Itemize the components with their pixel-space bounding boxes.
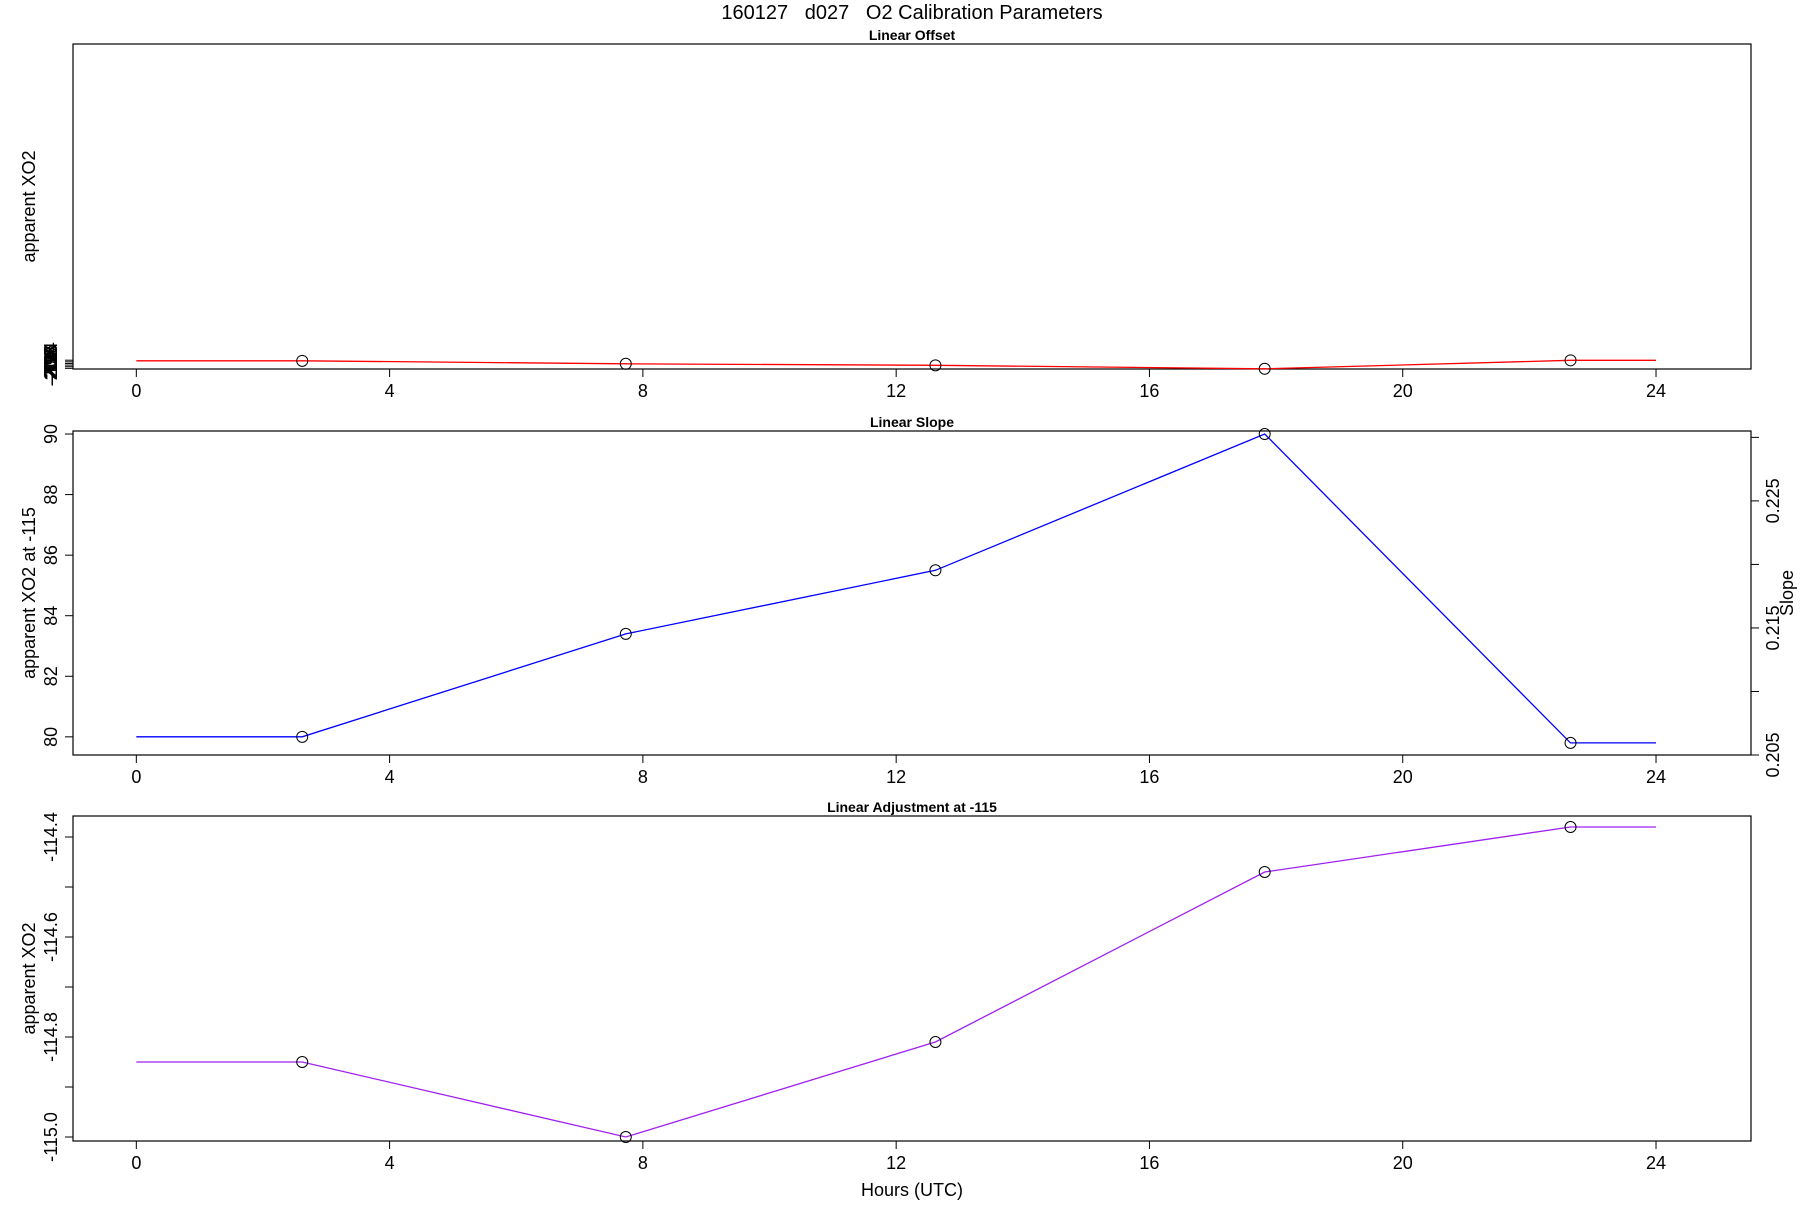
- series-line: [136, 359, 1656, 370]
- y-axis-label: apparent XO2 at -115: [19, 507, 39, 679]
- x-tick-label: 20: [1393, 381, 1413, 401]
- x-tick-label: 24: [1646, 381, 1666, 401]
- x-tick-label: 16: [1139, 1153, 1159, 1173]
- x-tick-label: 8: [638, 1153, 648, 1173]
- x-tick-label: 8: [638, 381, 648, 401]
- plot-frame: [72, 815, 1752, 1142]
- right-y-tick-label: 0.215: [1763, 605, 1783, 650]
- y-tick-label: 84: [41, 606, 61, 626]
- y-tick-label: -114.6: [41, 912, 61, 962]
- x-tick-label: 16: [1139, 381, 1159, 401]
- data-point-marker: [1564, 354, 1577, 367]
- chart-panel-1: Linear Offset 0 4 8 12 16 20 24 -204-202-200-198…: [19, 27, 1752, 401]
- series-line: [136, 433, 1656, 744]
- data-point-marker: [619, 357, 632, 370]
- x-tick-label: 4: [385, 767, 395, 787]
- x-tick-label: 12: [886, 381, 906, 401]
- x-axis-label: Hours (UTC): [861, 1180, 963, 1200]
- y-tick-label: -200: [41, 347, 61, 383]
- right-y-tick-label: 0.205: [1763, 732, 1783, 777]
- y-tick-label: -196: [41, 344, 61, 380]
- data-point-marker: [619, 1131, 632, 1143]
- series-line: [136, 826, 1656, 1138]
- data-point-marker: [296, 1056, 309, 1068]
- data-point-marker: [929, 1036, 942, 1048]
- y-tick-label: 88: [41, 485, 61, 505]
- x-tick-label: 4: [385, 1153, 395, 1173]
- data-point-marker: [1258, 866, 1271, 878]
- data-point-marker: [929, 359, 942, 372]
- figure-title: 160127 d027 O2 Calibration Parameters: [721, 2, 1102, 24]
- y-tick-label: 86: [41, 545, 61, 565]
- chart-panels: Linear Offset 0 4 8 12 16 20 24 -204-202-200-198…: [19, 27, 1797, 1173]
- right-y-axis-label: Slope: [1777, 570, 1797, 616]
- y-tick-label: -204: [41, 350, 61, 386]
- y-tick-label: 80: [41, 727, 61, 747]
- y-tick-label: -194: [41, 342, 61, 378]
- x-tick-label: 20: [1393, 1153, 1413, 1173]
- data-point-marker: [1258, 362, 1271, 375]
- x-tick-label: 0: [131, 767, 141, 787]
- data-point-marker: [1564, 736, 1577, 749]
- data-point-marker: [296, 354, 309, 367]
- x-tick-label: 0: [131, 381, 141, 401]
- x-tick-label: 24: [1646, 767, 1666, 787]
- plot-frame: [72, 43, 1752, 370]
- y-tick-label: -114.8: [41, 1012, 61, 1062]
- chart-panel-2: Linear Slope 0 4 8 12 16 20 24 80 82 84 86 88 90 appar…: [19, 414, 1797, 787]
- y-tick-label: -198: [41, 345, 61, 381]
- y-tick-label: 90: [41, 424, 61, 444]
- data-point-marker: [1258, 428, 1271, 441]
- panel-title: Linear Adjustment at -115: [827, 799, 997, 815]
- y-tick-label: 82: [41, 666, 61, 686]
- x-tick-label: 12: [886, 1153, 906, 1173]
- x-tick-label: 16: [1139, 767, 1159, 787]
- data-point-marker: [1564, 821, 1577, 833]
- x-tick-label: 8: [638, 767, 648, 787]
- data-point-marker: [619, 627, 632, 640]
- panel-title: Linear Slope: [870, 414, 954, 430]
- right-y-tick-label: 0.225: [1763, 478, 1783, 523]
- plot-frame: [72, 430, 1752, 756]
- x-tick-label: 4: [385, 381, 395, 401]
- y-tick-label: -115.0: [41, 1112, 61, 1162]
- chart-panel-3: Linear Adjustment at -115 0 4 8 12 16 20 24 -115…: [19, 799, 1752, 1173]
- x-tick-label: 0: [131, 1153, 141, 1173]
- panel-title: Linear Offset: [869, 27, 956, 43]
- data-point-marker: [296, 730, 309, 743]
- data-point-marker: [929, 564, 942, 577]
- y-axis-label: apparent XO2: [19, 922, 39, 1034]
- y-tick-label: -114.4: [41, 812, 61, 862]
- x-tick-label: 20: [1393, 767, 1413, 787]
- y-axis-label: apparent XO2: [19, 150, 39, 262]
- x-tick-label: 24: [1646, 1153, 1666, 1173]
- y-tick-label: -202: [41, 349, 61, 385]
- x-tick-label: 12: [886, 767, 906, 787]
